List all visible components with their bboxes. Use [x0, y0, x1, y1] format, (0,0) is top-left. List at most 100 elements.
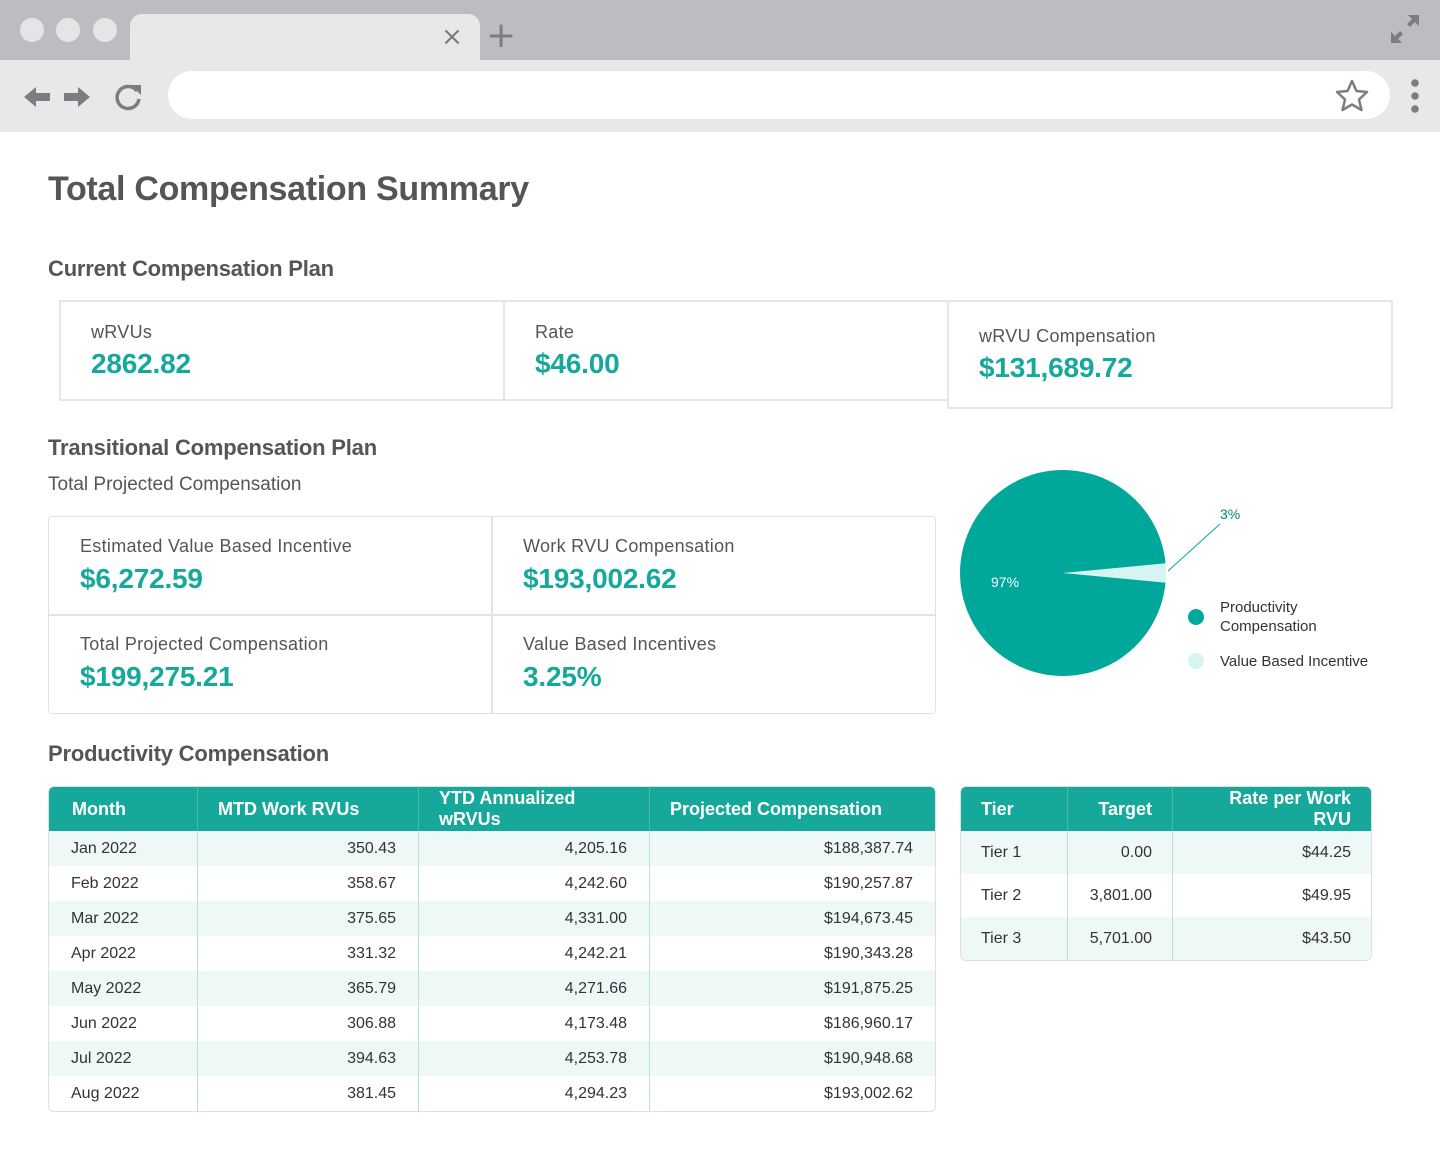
cell-target: 3,801.00 [1067, 874, 1172, 917]
cell-rate: $44.25 [1172, 831, 1371, 874]
cell-label: Total Projected Compensation [80, 634, 329, 654]
cell-projected-comp: $190,257.87 [649, 866, 935, 901]
card-value: $131,689.72 [979, 352, 1133, 383]
new-tab-icon[interactable]: + [486, 15, 517, 56]
expand-icon[interactable] [1388, 12, 1422, 46]
cell-tier: Tier 1 [961, 831, 1067, 874]
table-row: Apr 2022 331.32 4,242.21 $190,343.28 [49, 936, 935, 971]
tab-close-icon[interactable]: × [441, 22, 463, 52]
cell-ytd-wrvus: 4,331.00 [418, 901, 649, 936]
cell-projected-comp: $190,948.68 [649, 1041, 935, 1076]
transitional-metrics-grid: Estimated Value Based Incentive $6,272.5… [48, 516, 936, 714]
cell-rate: $43.50 [1172, 917, 1371, 960]
col-header-projected[interactable]: Projected Compensation [649, 787, 935, 831]
col-header-target[interactable]: Target [1067, 787, 1172, 831]
address-bar[interactable] [168, 71, 1390, 119]
cell-projected-comp: $194,673.45 [649, 901, 935, 936]
cell-ytd-wrvus: 4,205.16 [418, 831, 649, 866]
legend-swatch-productivity [1188, 609, 1204, 625]
cell-month: Feb 2022 [71, 874, 139, 892]
cell-mtd-rvus: 358.67 [197, 866, 418, 901]
col-header-ytd[interactable]: YTD Annualized wRVUs [418, 787, 649, 831]
back-arrow-icon[interactable] [22, 82, 52, 112]
total-projected-compensation-cell: Total Projected Compensation $199,275.21 [49, 615, 493, 714]
card-label: Rate [535, 322, 575, 342]
window-maximize-dot[interactable] [93, 18, 117, 42]
cell-ytd-wrvus: 4,253.78 [418, 1041, 649, 1076]
cell-value: $199,275.21 [80, 661, 234, 692]
cell-ytd-wrvus: 4,242.60 [418, 866, 649, 901]
slice-label-value-based: 3% [1220, 506, 1240, 522]
table-row: Tier 3 5,701.00 $43.50 [961, 917, 1371, 960]
cell-projected-comp: $190,343.28 [649, 936, 935, 971]
productivity-table: Month MTD Work RVUs YTD Annualized wRVUs… [48, 786, 936, 1112]
kebab-menu-icon[interactable] [1406, 78, 1424, 114]
cell-month: Mar 2022 [49, 901, 197, 936]
cell-value: $193,002.62 [523, 563, 677, 594]
card-value: $46.00 [535, 348, 620, 379]
cell-mtd-rvus: 350.43 [197, 831, 418, 866]
table-row: Jan 2022 350.43 4,205.16 $188,387.74 [49, 831, 935, 866]
col-header-month[interactable]: Month [49, 787, 197, 831]
bookmark-star-icon[interactable] [1334, 78, 1370, 114]
cell-ytd-wrvus: 4,242.21 [418, 936, 649, 971]
browser-tab[interactable] [130, 14, 480, 60]
legend-label-productivity: Productivity Compensation [1220, 599, 1317, 635]
window-minimize-dot[interactable] [56, 18, 80, 42]
cell-month: Aug 2022 [71, 1084, 140, 1102]
estimated-value-incentive-cell: Estimated Value Based Incentive $6,272.5… [49, 517, 493, 616]
cell-month: May 2022 [49, 971, 197, 1006]
cell-month: Jul 2022 [49, 1041, 197, 1076]
card-value: 2862.82 [91, 348, 191, 379]
cell-mtd-rvus: 381.45 [197, 1076, 418, 1111]
productivity-title: Productivity Compensation [48, 741, 330, 766]
table-row: Jun 2022 306.88 4,173.48 $186,960.17 [49, 1006, 935, 1041]
table-row: Jul 2022 394.63 4,253.78 $190,948.68 [49, 1041, 935, 1076]
card-label: wRVUs [91, 322, 153, 342]
cell-mtd-rvus: 375.65 [197, 901, 418, 936]
cell-mtd-rvus: 365.79 [197, 971, 418, 1006]
table-row: Mar 2022 375.65 4,331.00 $194,673.45 [49, 901, 935, 936]
slice-label-productivity: 97% [991, 574, 1019, 590]
col-header-tier[interactable]: Tier [961, 787, 1067, 831]
cell-value: $6,272.59 [80, 563, 203, 594]
window-close-dot[interactable] [20, 18, 44, 42]
cell-projected-comp: $193,002.62 [649, 1076, 935, 1111]
cell-ytd-wrvus: 4,173.48 [418, 1006, 649, 1041]
cell-ytd-wrvus: 4,294.23 [418, 1076, 649, 1111]
reload-icon[interactable] [113, 82, 143, 112]
cell-month: Apr 2022 [71, 944, 136, 962]
table-row: May 2022 365.79 4,271.66 $191,875.25 [49, 971, 935, 1006]
wrvus-card: wRVUs 2862.82 [59, 300, 505, 401]
cell-mtd-rvus: 306.88 [197, 1006, 418, 1041]
col-header-rate[interactable]: Rate per Work RVU [1172, 787, 1371, 831]
cell-projected-comp: $186,960.17 [649, 1006, 935, 1041]
transitional-plan-subtitle: Total Projected Compensation [48, 474, 302, 495]
work-rvu-compensation-cell: Work RVU Compensation $193,002.62 [492, 517, 936, 616]
cell-projected-comp: $191,875.25 [649, 971, 935, 1006]
table-header-row: Tier Target Rate per Work RVU [961, 787, 1371, 831]
cell-mtd-rvus: 331.32 [197, 936, 418, 971]
legend-swatch-value-based [1188, 653, 1204, 669]
transitional-plan-title: Transitional Compensation Plan [48, 435, 377, 460]
pie-slice-productivity [960, 470, 1166, 676]
cell-value: 3.25% [523, 661, 602, 692]
table-header-row: Month MTD Work RVUs YTD Annualized wRVUs… [49, 787, 935, 831]
cell-month: Jun 2022 [71, 1014, 137, 1032]
cell-tier: Tier 3 [961, 917, 1067, 960]
cell-mtd-rvus: 394.63 [197, 1041, 418, 1076]
tier-table: Tier Target Rate per Work RVU Tier 1 0.00… [960, 786, 1372, 961]
col-header-mtd[interactable]: MTD Work RVUs [197, 787, 418, 831]
cell-label: Work RVU Compensation [523, 536, 735, 556]
cell-ytd-wrvus: 4,271.66 [418, 971, 649, 1006]
legend-label-value-based: Value Based Incentive [1220, 653, 1369, 670]
cell-target: 5,701.00 [1067, 917, 1172, 960]
table-row: Tier 1 0.00 $44.25 [961, 831, 1371, 874]
forward-arrow-icon[interactable] [62, 82, 92, 112]
current-plan-title: Current Compensation Plan [48, 256, 334, 281]
cell-tier: Tier 2 [981, 886, 1022, 904]
table-row: Tier 2 3,801.00 $49.95 [961, 874, 1371, 917]
table-row: Aug 2022 381.45 4,294.23 $193,002.62 [49, 1076, 935, 1111]
rate-card: Rate $46.00 [503, 300, 949, 401]
page-title: Total Compensation Summary [48, 170, 529, 208]
